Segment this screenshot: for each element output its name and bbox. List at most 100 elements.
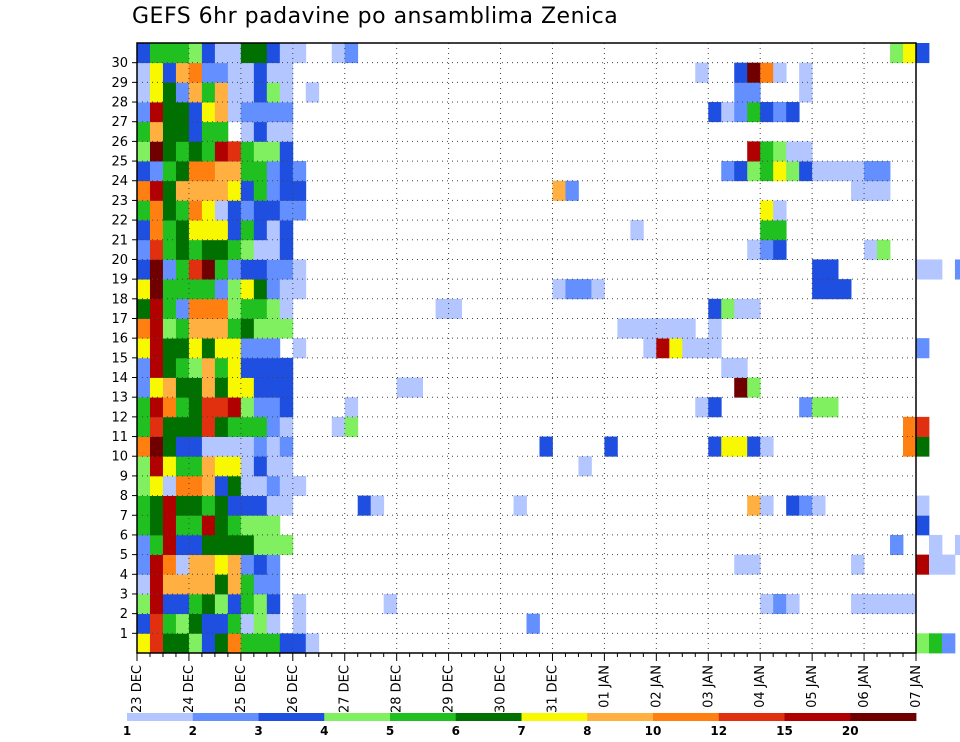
heatmap-cell: [227, 338, 242, 359]
heatmap-cell: [162, 279, 177, 300]
heatmap-cell: [240, 593, 255, 615]
heatmap-cell: [266, 534, 281, 556]
heatmap-cell: [266, 82, 281, 103]
heatmap-cell: [188, 298, 203, 319]
heatmap-cell: [188, 574, 203, 595]
heatmap-cell: [708, 436, 722, 457]
heatmap-cell: [240, 279, 255, 300]
heatmap-cell: [253, 495, 268, 516]
heatmap-cell: [188, 357, 203, 378]
y-tick-label: 14: [111, 371, 128, 386]
heatmap-cell: [851, 161, 865, 182]
heatmap-cell: [954, 534, 960, 556]
heatmap-cell: [279, 456, 294, 477]
heatmap-cell: [175, 298, 190, 319]
heatmap-cell: [279, 436, 294, 457]
heatmap-cell: [227, 416, 242, 437]
heatmap-cell: [279, 397, 294, 418]
heatmap-cell: [214, 436, 229, 457]
y-tick-label: 27: [111, 115, 128, 130]
heatmap-cell: [253, 475, 268, 496]
chart-title: GEFS 6hr padavine po ansamblima Zenica: [132, 4, 619, 29]
heatmap-cell: [162, 239, 177, 260]
heatmap-cell: [734, 161, 748, 182]
heatmap-cell: [201, 318, 216, 339]
heatmap-cell: [890, 43, 904, 64]
heatmap-cell: [747, 239, 761, 260]
heatmap-cell: [253, 220, 268, 241]
heatmap-cell: [240, 200, 255, 221]
x-tick-label: 04 JAN: [753, 665, 768, 708]
heatmap-cell: [240, 377, 255, 398]
heatmap-cell: [188, 141, 203, 162]
y-tick-label: 6: [120, 528, 128, 543]
heatmap-cell: [188, 121, 203, 142]
heatmap-cell: [279, 200, 294, 221]
heatmap-cell: [201, 62, 216, 83]
heatmap-cell: [786, 593, 800, 615]
heatmap-cell: [137, 495, 151, 516]
heatmap-cell: [916, 436, 930, 457]
heatmap-cell: [266, 475, 281, 496]
heatmap-cell: [708, 298, 722, 319]
heatmap-cell: [214, 613, 229, 634]
heatmap-cell: [201, 298, 216, 319]
heatmap-cell: [175, 534, 190, 556]
colorbar-swatch: [127, 713, 194, 721]
heatmap-cell: [162, 613, 177, 634]
heatmap-cell: [279, 357, 294, 378]
heatmap-cell: [266, 161, 281, 182]
heatmap-cell: [305, 633, 320, 654]
heatmap-cell: [188, 279, 203, 300]
heatmap-cell: [786, 161, 800, 182]
heatmap-cell: [149, 43, 164, 64]
heatmap-cell: [292, 200, 307, 221]
heatmap-cell: [149, 554, 164, 575]
heatmap-cell: [396, 377, 411, 398]
heatmap-cell: [240, 121, 255, 142]
heatmap-cell: [435, 298, 449, 319]
heatmap-cell: [240, 416, 255, 437]
heatmap-cell: [734, 102, 748, 123]
heatmap-cell: [279, 279, 294, 300]
heatmap-cell: [747, 495, 761, 516]
heatmap-cell: [227, 377, 242, 398]
heatmap-cell: [760, 161, 774, 182]
heatmap-cell: [253, 259, 268, 280]
heatmap-cell: [149, 534, 164, 556]
heatmap-cell: [903, 43, 917, 64]
heatmap-cell: [916, 43, 930, 64]
heatmap-cell: [227, 239, 242, 260]
heatmap-cell: [137, 613, 151, 634]
heatmap-cell: [513, 495, 527, 516]
heatmap-cell: [916, 633, 930, 654]
heatmap-cell: [188, 102, 203, 123]
heatmap-cell: [175, 259, 190, 280]
heatmap-cell: [227, 102, 242, 123]
x-tick-label: 28 DEC: [390, 665, 405, 713]
heatmap-cell: [786, 495, 800, 516]
heatmap-cell: [877, 180, 891, 201]
heatmap-cell: [227, 82, 242, 103]
heatmap-cell: [149, 121, 164, 142]
heatmap-cell: [253, 456, 268, 477]
heatmap-cell: [162, 141, 177, 162]
heatmap-cell: [162, 298, 177, 319]
heatmap-cell: [799, 161, 813, 182]
heatmap-cell: [240, 633, 255, 654]
heatmap-cell: [266, 515, 281, 536]
heatmap-cell: [734, 554, 748, 575]
heatmap-cell: [253, 397, 268, 418]
heatmap-cell: [201, 239, 216, 260]
heatmap-cell: [812, 161, 826, 182]
heatmap-cell: [214, 633, 229, 654]
heatmap-cell: [175, 357, 190, 378]
colorbar: 1 2 3 4 5 6 7 8 10 12 15 20: [123, 713, 917, 738]
heatmap-cell: [760, 62, 774, 83]
heatmap-cell: [851, 554, 865, 575]
heatmap-cell: [721, 298, 735, 319]
heatmap-cell: [201, 613, 216, 634]
axes: 1234567891011121314151617181920212223242…: [111, 42, 924, 713]
heatmap-cell: [149, 298, 164, 319]
heatmap-cell: [240, 397, 255, 418]
